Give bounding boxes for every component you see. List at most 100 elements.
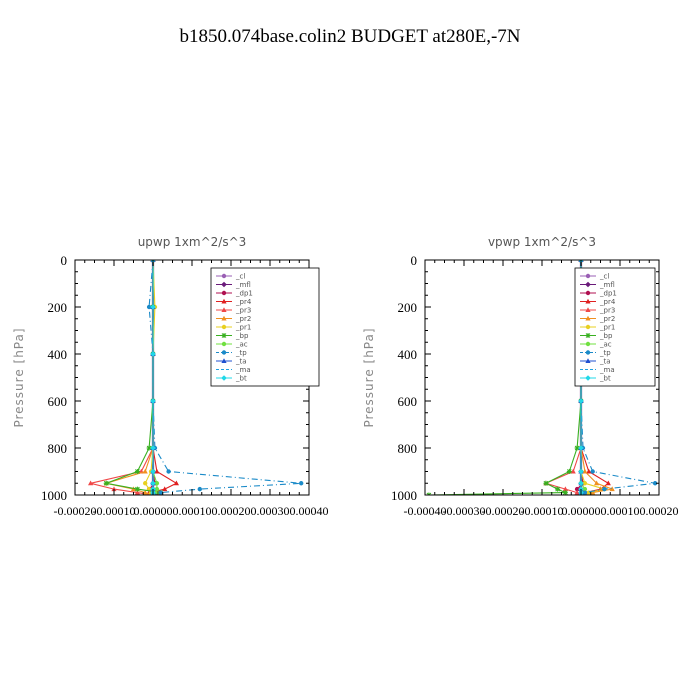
x-tick-label: -0.00020: [482, 504, 525, 518]
y-tick-label: 200: [398, 300, 418, 315]
data-point: [150, 304, 156, 310]
data-point: [154, 486, 160, 492]
data-point: [543, 480, 549, 486]
data-point: [197, 486, 202, 492]
data-point: [578, 398, 584, 404]
legend-label: _ta: [599, 358, 611, 366]
data-point: [142, 489, 148, 495]
data-point: [111, 486, 117, 492]
data-point: [578, 480, 584, 487]
figure-title: b1850.074base.colin2 BUDGET at280E,-7N: [179, 26, 520, 47]
chart-title: vpwp 1xm^2/s^3: [488, 235, 596, 249]
data-point: [166, 469, 171, 474]
legend-label: _mfl: [235, 281, 251, 289]
legend-marker: [221, 375, 227, 381]
x-tick-label: -0.00020: [54, 504, 97, 518]
series-line-bp: [428, 260, 582, 495]
data-point: [150, 398, 156, 404]
series-line-tp: [148, 260, 302, 495]
data-point: [566, 469, 572, 474]
data-point: [570, 468, 576, 474]
data-point: [562, 486, 568, 492]
x-tick-label: 0.00000: [134, 504, 173, 518]
legend-label: _pr3: [599, 307, 615, 315]
legend-label: _ac: [235, 341, 248, 349]
legend-marker: [221, 333, 227, 338]
legend: _cl_mfl_dp1_pr4_pr3_pr2_pr1_bp_ac_tp_ta_…: [574, 267, 656, 387]
legend-label: _pr2: [235, 315, 251, 323]
legend-marker: [585, 307, 591, 312]
legend-label: _bt: [599, 375, 611, 383]
legend-marker: [585, 298, 591, 304]
data-point: [154, 468, 160, 474]
data-point: [602, 486, 607, 492]
data-point: [142, 468, 148, 474]
legend-label: _tp: [235, 349, 247, 357]
legend-marker: [585, 358, 591, 363]
x-tick-label: -0.00040: [404, 504, 447, 518]
y-tick-label: 600: [398, 394, 418, 409]
data-point: [103, 480, 109, 486]
legend-marker: [221, 307, 227, 312]
y-tick-label: 400: [398, 347, 418, 362]
x-tick-label: 0.00020: [212, 504, 251, 518]
legend-label: _ac: [599, 341, 612, 349]
x-tick-label: 0.00000: [562, 504, 601, 518]
data-point: [299, 481, 304, 486]
legend-label: _pr1: [235, 324, 251, 332]
data-point: [582, 481, 588, 486]
data-point: [134, 489, 140, 495]
data-point: [134, 486, 140, 492]
legend: _cl_mfl_dp1_pr4_pr3_pr2_pr1_bp_ac_tp_ta_…: [210, 267, 320, 387]
data-point: [150, 480, 156, 487]
legend-label: _pr1: [599, 324, 615, 332]
legend-label: _bt: [235, 375, 247, 383]
legend-marker: [221, 324, 227, 330]
legend-marker: [585, 273, 591, 279]
legend-label: _pr4: [599, 298, 616, 306]
legend-marker: [585, 350, 591, 355]
legend-marker: [221, 290, 227, 296]
data-point: [574, 489, 580, 495]
legend-marker: [221, 350, 227, 355]
legend-marker: [585, 333, 591, 338]
legend-label: _bp: [599, 332, 613, 340]
legend-label: _tp: [599, 349, 611, 357]
data-point: [582, 486, 588, 492]
x-tick-label: 0.00040: [290, 504, 329, 518]
y-tick-label: 200: [48, 300, 68, 315]
data-point: [582, 490, 588, 495]
y-tick-label: 400: [48, 347, 68, 362]
data-point: [88, 480, 94, 486]
x-tick-label: -0.00030: [443, 504, 486, 518]
legend-marker: [585, 281, 591, 288]
data-point: [594, 480, 600, 486]
legend-marker: [221, 341, 227, 347]
chart-panel-vpwp: vpwp 1xm^2/s^3 Pressure [hPa] 0 200 400 600 80…: [362, 235, 679, 518]
x-tick-label: 0.00020: [640, 504, 679, 518]
chart-panel-upwp: upwp 1xm^2/s^3 Pressure [hPa] 0 200 400 600 80…: [12, 235, 329, 518]
data-point: [150, 351, 156, 357]
chart-title: upwp 1xm^2/s^3: [138, 235, 247, 249]
legend-label: _dp1: [599, 290, 617, 298]
data-point: [150, 468, 156, 475]
data-point: [590, 469, 595, 474]
y-axis-label: Pressure [hPa]: [362, 327, 376, 427]
legend-label: _ma: [599, 366, 615, 374]
data-point: [146, 304, 152, 310]
legend-marker: [221, 298, 227, 304]
data-point: [652, 481, 658, 486]
legend-label: _cl: [235, 273, 245, 281]
x-tick-label: -0.00010: [521, 504, 564, 518]
data-point: [134, 469, 140, 474]
legend-marker: [585, 290, 591, 296]
legend-label: _cl: [599, 273, 609, 281]
series-line-pr2: [106, 260, 154, 495]
data-point: [555, 486, 561, 492]
data-point: [586, 468, 592, 474]
legend-marker: [585, 375, 591, 381]
legend-marker: [221, 273, 227, 279]
data-point: [143, 481, 148, 486]
data-point: [158, 490, 163, 495]
y-axis-label: Pressure [hPa]: [12, 327, 26, 427]
